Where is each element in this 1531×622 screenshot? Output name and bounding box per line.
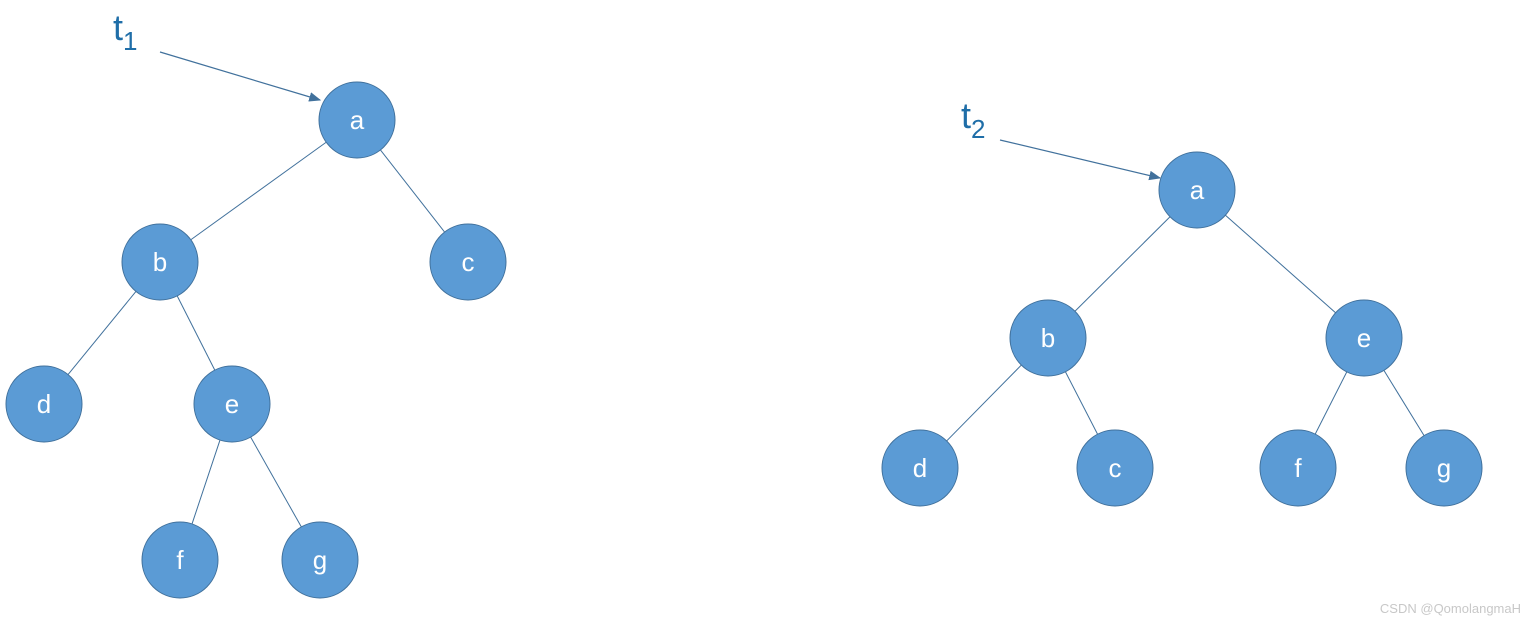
tree-edge <box>1384 370 1424 435</box>
tree-node: d <box>6 366 82 442</box>
tree-edge <box>1225 215 1335 313</box>
tree-node: g <box>1406 430 1482 506</box>
node-label: f <box>176 545 184 575</box>
node-label: d <box>913 453 927 483</box>
node-label: e <box>225 389 239 419</box>
tree-node: c <box>430 224 506 300</box>
tree-node: f <box>142 522 218 598</box>
tree-edge <box>68 291 136 374</box>
label-arrow <box>160 52 320 100</box>
tree-edge <box>947 365 1022 441</box>
tree-node: e <box>1326 300 1402 376</box>
tree-node: b <box>1010 300 1086 376</box>
tree-node: e <box>194 366 270 442</box>
tree-edge <box>192 440 220 524</box>
tree-label: t2 <box>961 95 985 144</box>
tree-edge <box>1315 372 1347 434</box>
node-label: a <box>350 105 365 135</box>
tree-node: a <box>319 82 395 158</box>
node-label: a <box>1190 175 1205 205</box>
node-label: e <box>1357 323 1371 353</box>
tree-node: a <box>1159 152 1235 228</box>
node-label: b <box>1041 323 1055 353</box>
tree-edge <box>380 150 444 232</box>
node-label: g <box>1437 453 1451 483</box>
tree-node: f <box>1260 430 1336 506</box>
label-arrow <box>1000 140 1160 178</box>
tree-node: g <box>282 522 358 598</box>
tree-edge <box>1075 217 1170 311</box>
tree-edge <box>251 437 302 527</box>
node-label: g <box>313 545 327 575</box>
node-label: f <box>1294 453 1302 483</box>
tree-node: d <box>882 430 958 506</box>
tree-node: b <box>122 224 198 300</box>
tree-label: t1 <box>113 7 137 56</box>
node-label: c <box>462 247 475 277</box>
node-label: c <box>1109 453 1122 483</box>
node-label: b <box>153 247 167 277</box>
tree-diagram: a b c d e f g t1 a b e d c f g t2 <box>0 0 1531 622</box>
node-label: d <box>37 389 51 419</box>
tree-node: c <box>1077 430 1153 506</box>
watermark: CSDN @QomolangmaH <box>1380 601 1521 616</box>
tree-edge <box>177 296 215 370</box>
tree-edge <box>191 142 326 240</box>
tree-edge <box>1065 372 1097 434</box>
